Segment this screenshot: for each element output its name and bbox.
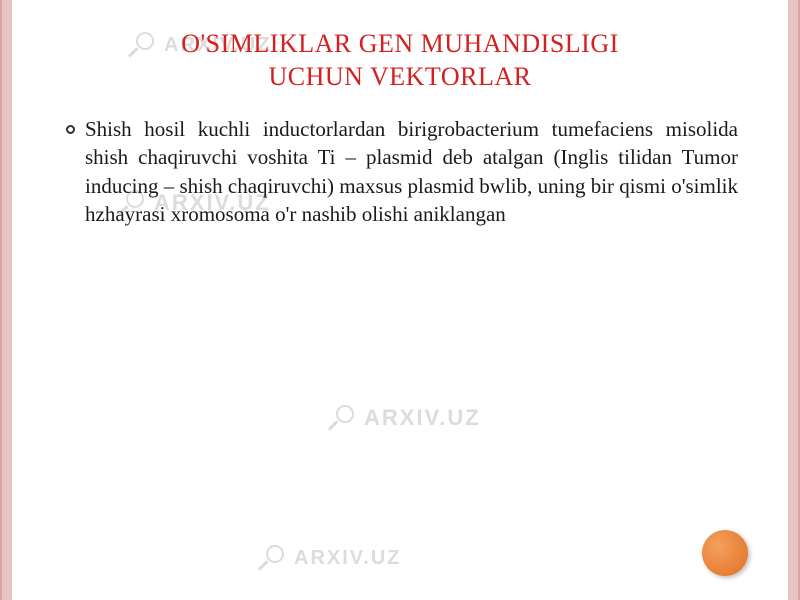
- decorative-circle: [702, 530, 748, 576]
- watermark: ARXIV.UZ: [332, 405, 481, 431]
- rail-fill: [2, 0, 12, 600]
- left-rail: [0, 0, 12, 600]
- body-paragraph: Shish hosil kuchli inductorlardan birigr…: [85, 115, 738, 228]
- content-area: ARXIV.UZ ARXIV.UZ ARXIV.UZ ARXIV.UZ O'SI…: [12, 0, 788, 600]
- magnifier-icon: [332, 405, 358, 431]
- right-rail: [788, 0, 800, 600]
- magnifier-icon: [262, 545, 288, 571]
- slide-title: O'SIMLIKLAR GEN MUHANDISLIGI UCHUN VEKTO…: [62, 28, 738, 93]
- watermark-text: ARXIV.UZ: [294, 547, 402, 570]
- watermark: ARXIV.UZ: [262, 545, 402, 571]
- rail-fill: [788, 0, 798, 600]
- watermark-text: ARXIV.UZ: [364, 405, 481, 431]
- title-line-1: O'SIMLIKLAR GEN MUHANDISLIGI: [181, 29, 619, 58]
- title-line-2: UCHUN VEKTORLAR: [269, 62, 532, 91]
- body-block: Shish hosil kuchli inductorlardan birigr…: [62, 115, 738, 228]
- slide-frame: ARXIV.UZ ARXIV.UZ ARXIV.UZ ARXIV.UZ O'SI…: [0, 0, 800, 600]
- bullet-icon: [66, 125, 75, 134]
